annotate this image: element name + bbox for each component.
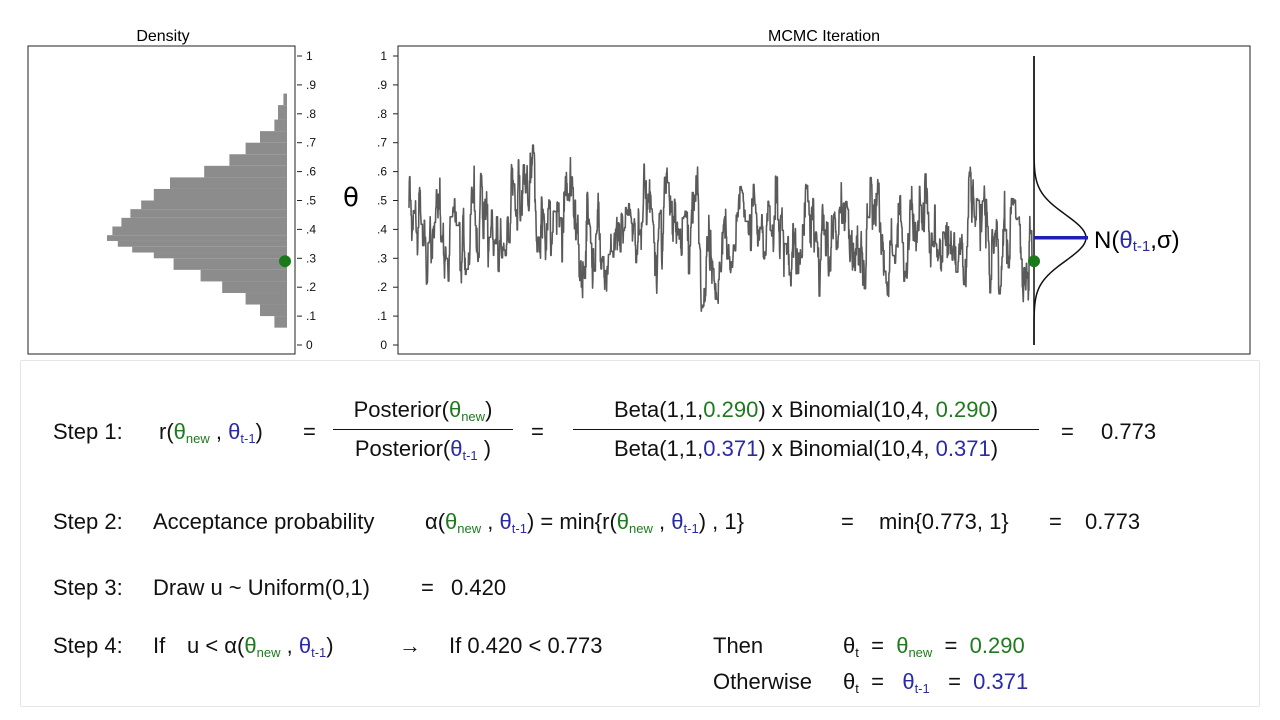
step1-label: Step 1: (53, 419, 123, 444)
density-y-tick-label-1: .1 (306, 309, 316, 323)
step2-text: Acceptance probability (153, 509, 375, 534)
trace-y-tick-label-5: .5 (377, 194, 387, 208)
density-bar-0 (274, 316, 287, 328)
trace-y-tick-label-2: .2 (377, 280, 387, 294)
trace-y-tick-label-3: .3 (377, 251, 387, 265)
step2-result: 0.773 (1085, 509, 1141, 534)
step2-min: min{0.773, 1} (879, 509, 1009, 534)
posterior-numerator: Posterior(θnew) (353, 397, 493, 424)
trace-y-label: θ (343, 183, 359, 213)
proposal-density-curve (1033, 56, 1087, 345)
density-bar-18 (245, 142, 287, 155)
density-y-tick-label-9: .9 (306, 78, 316, 92)
trace-y-tick-label-10: 1 (380, 49, 387, 63)
density-bar-14 (153, 188, 287, 201)
density-y-tick-label-6: .6 (306, 165, 316, 179)
density-bar-3 (222, 281, 287, 293)
density-title: Density (136, 28, 189, 45)
step1-eq1: = (303, 419, 316, 444)
trace-current-point (1028, 255, 1040, 268)
step2-label: Step 2: (53, 509, 123, 534)
step4-condition: u < α(θnew , θt-1) (187, 633, 334, 660)
step2-formula: α(θnew , θt-1) = min{r(θnew , θt-1) , 1} (425, 509, 744, 536)
density-bar-16 (204, 165, 287, 178)
charts-area: Density 0 .1 .2 .3 .4 .5 .6 .7 .8 .9 1 MCMC Iterat… (27, 28, 1251, 355)
step4-then-formula: θt = θnew = 0.290 (843, 633, 1025, 660)
step1-posterior-fraction: Posterior(θnew) Posterior(θt-1 ) (333, 397, 513, 462)
proposal-label-theta: θ (1119, 227, 1132, 254)
trace-title: MCMC Iteration (768, 28, 880, 45)
density-bar-10 (112, 226, 288, 236)
density-bar-1 (260, 304, 287, 317)
proposal-label-sub: t-1 (1133, 238, 1151, 255)
density-bar-17 (229, 154, 287, 166)
density-bar-12 (130, 209, 287, 218)
trace-y-tick-label-9: .9 (377, 78, 387, 92)
steps-panel: Step 1: r(θnew , θt-1) = = = 0.773 Poste… (20, 360, 1260, 707)
step2-eq1: = (841, 509, 854, 534)
trace-y-tick-label-1: .1 (377, 309, 387, 323)
trace-y-axis: 0 .1 .2 .3 .4 .5 .6 .7 .8 .9 1 (377, 49, 398, 352)
step1-beta-fraction: Beta(1,1,0.290) x Binomial(10,4, 0.290) … (573, 397, 1039, 462)
posterior-denominator: Posterior(θt-1 ) (354, 436, 492, 463)
trace-y-tick-label-4: .4 (377, 222, 387, 236)
density-y-tick-label-5: .5 (306, 194, 316, 208)
beta-denominator: Beta(1,1,0.371) x Binomial(10,4, 0.371) (613, 436, 999, 461)
step1-eq3: = (1061, 419, 1074, 444)
density-bar-15 (170, 177, 287, 189)
density-bar-20 (274, 119, 287, 132)
step4-otherwise-formula: θt = θt-1 = 0.371 (843, 669, 1029, 696)
density-y-tick-label-8: .8 (306, 107, 316, 121)
proposal-label: N(θt-1,σ) (1094, 227, 1180, 255)
trace-y-tick-label-0: 0 (380, 338, 387, 352)
density-y-axis: 0 .1 .2 .3 .4 .5 .6 .7 .8 .9 1 (297, 49, 316, 352)
trace-y-tick-label-7: .7 (377, 136, 387, 150)
density-bar-2 (245, 292, 287, 305)
beta-numerator: Beta(1,1,0.290) x Binomial(10,4, 0.290) (613, 397, 999, 422)
density-bar-6 (153, 252, 287, 259)
step4-if: If (153, 633, 166, 658)
step1-r: r(θnew , θt-1) (159, 419, 263, 446)
step1-result: 0.773 (1101, 419, 1157, 444)
density-y-tick-label-7: .7 (306, 136, 316, 150)
density-y-tick-label-2: .2 (306, 280, 316, 294)
step3-value: 0.420 (451, 575, 507, 600)
step4-otherwise: Otherwise (713, 669, 813, 694)
density-y-tick-label-10: 1 (306, 49, 313, 63)
density-bar-19 (260, 131, 287, 143)
density-y-tick-label-4: .4 (306, 222, 316, 236)
density-y-tick-label-3: .3 (306, 251, 316, 265)
trace-y-tick-label-6: .6 (377, 165, 387, 179)
trace-line (408, 144, 1033, 313)
density-current-marker (279, 255, 291, 268)
density-frame (27, 45, 296, 355)
step2-eq2: = (1049, 509, 1062, 534)
density-bar-4 (200, 269, 287, 282)
step4-arrow: → (399, 633, 421, 658)
density-bar-9 (107, 235, 287, 241)
trace-frame (397, 45, 1251, 355)
trace-y-tick-label-8: .8 (377, 107, 387, 121)
step3-label: Step 3: (53, 575, 123, 600)
density-bars (107, 93, 288, 328)
density-y-tick-label-0: 0 (306, 338, 313, 352)
density-bar-8 (117, 240, 287, 247)
density-bar-13 (141, 200, 287, 210)
density-bar-7 (132, 246, 287, 253)
step3-eq: = (421, 575, 434, 600)
proposal-label-prefix: N( (1094, 227, 1119, 254)
step4-then: Then (713, 633, 764, 658)
density-bar-21 (278, 105, 287, 120)
density-bar-5 (173, 258, 287, 270)
step4-label: Step 4: (53, 633, 123, 658)
step4-if2: If 0.420 < 0.773 (449, 633, 603, 658)
proposal-label-suffix: ,σ) (1150, 227, 1179, 254)
density-bar-11 (121, 217, 288, 227)
density-bar-22 (283, 93, 287, 106)
step3-text: Draw u ~ Uniform(0,1) (153, 575, 371, 600)
step1-eq2: = (531, 419, 544, 444)
